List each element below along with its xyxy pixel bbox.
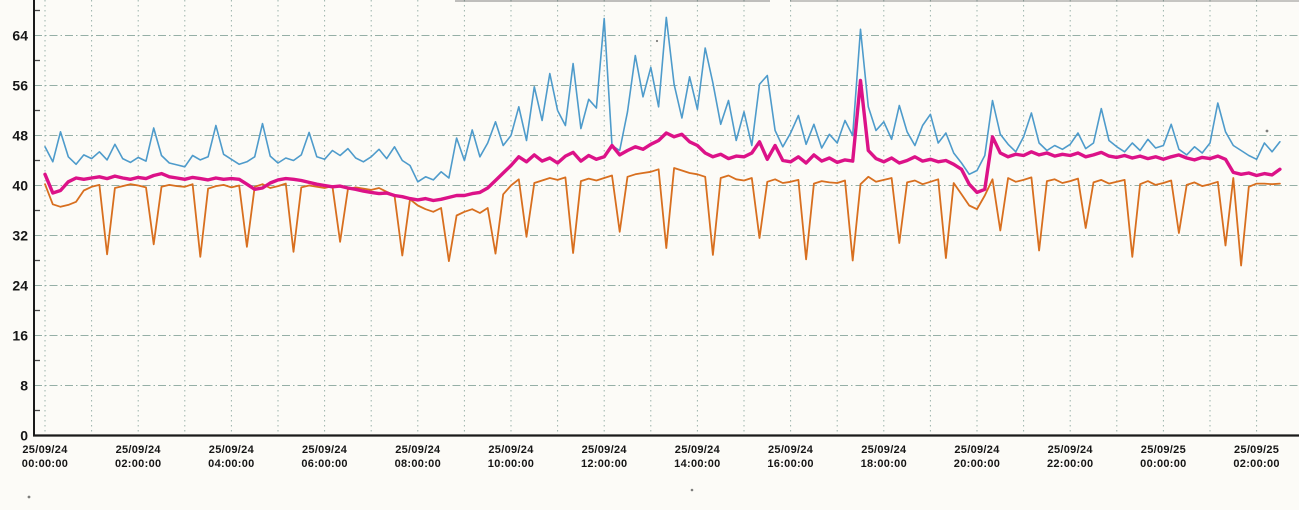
y-axis-tick-label: 56 xyxy=(12,78,28,94)
middle-thick-magenta-line xyxy=(43,78,1282,203)
y-axis-tick-label: 16 xyxy=(12,328,28,344)
x-axis-tick-label: 25/09/24 02:00:00 xyxy=(115,444,161,470)
x-axis-tick-label: 25/09/24 14:00:00 xyxy=(674,444,720,470)
scan-speck xyxy=(690,488,694,492)
y-axis-tick-label: 40 xyxy=(12,178,28,194)
scan-speck xyxy=(27,495,31,499)
x-axis-tick-label: 25/09/25 00:00:00 xyxy=(1140,444,1186,470)
x-axis-tick-label: 25/09/24 12:00:00 xyxy=(581,444,627,470)
y-axis-tick-label: 32 xyxy=(12,228,28,244)
x-axis-tick-label: 25/09/24 08:00:00 xyxy=(395,444,441,470)
x-axis-tick-label: 25/09/24 10:00:00 xyxy=(488,444,534,470)
x-axis-tick-label: 25/09/24 16:00:00 xyxy=(767,444,813,470)
y-axis-tick-label: 64 xyxy=(12,28,28,44)
lower-thin-orange-line xyxy=(44,167,1281,267)
x-axis-tick-label: 25/09/24 04:00:00 xyxy=(208,444,254,470)
y-axis-tick-label: 8 xyxy=(20,378,28,394)
upper-thin-blue-line xyxy=(44,16,1281,183)
y-axis-tick-label: 48 xyxy=(12,128,28,144)
y-axis-tick-label: 0 xyxy=(20,428,28,444)
y-axis-tick-label: 24 xyxy=(12,278,28,294)
scan-speck xyxy=(655,39,659,43)
x-axis-tick-label: 25/09/24 20:00:00 xyxy=(954,444,1000,470)
x-axis-tick-label: 25/09/24 22:00:00 xyxy=(1047,444,1093,470)
scan-speck xyxy=(1265,129,1269,133)
x-axis-tick-label: 25/09/24 18:00:00 xyxy=(861,444,907,470)
x-axis-tick-label: 25/09/24 00:00:00 xyxy=(22,444,68,470)
x-axis-tick-label: 25/09/25 02:00:00 xyxy=(1233,444,1279,470)
x-axis-tick-label: 25/09/24 06:00:00 xyxy=(301,444,347,470)
